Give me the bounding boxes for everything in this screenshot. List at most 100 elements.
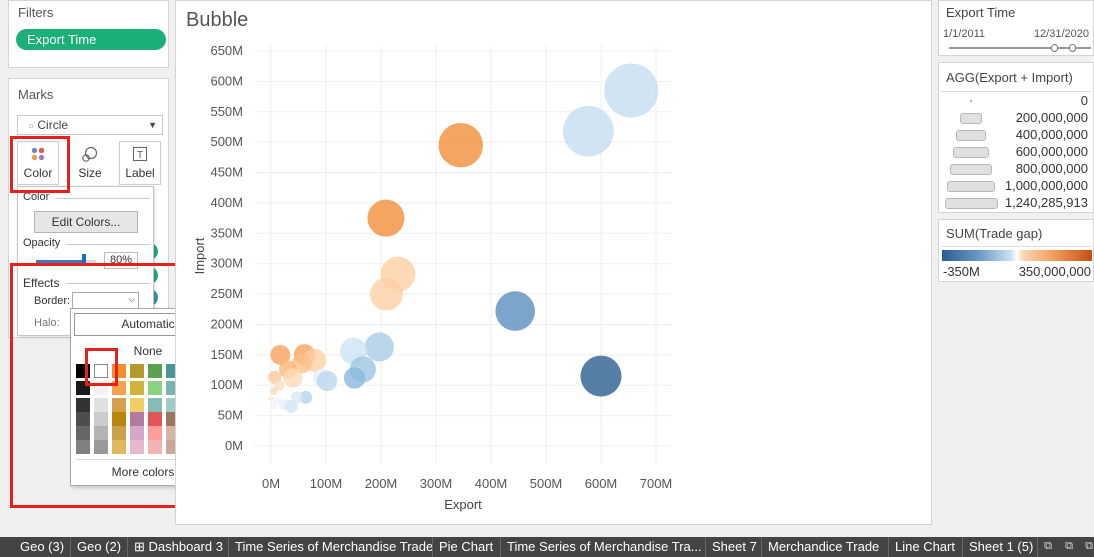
color-swatch[interactable]	[76, 364, 90, 378]
bubble-mark[interactable]	[495, 291, 535, 331]
color-swatch[interactable]	[148, 412, 162, 426]
color-swatch[interactable]	[148, 364, 162, 378]
sheet-tab[interactable]: Merchandice Trade	[762, 537, 889, 557]
border-label: Border:	[34, 295, 71, 307]
mark-type-select[interactable]: ○ Circle ▼	[17, 115, 163, 135]
color-swatch[interactable]	[130, 364, 144, 378]
size-legend-item: 600,000,000	[939, 144, 1094, 161]
color-swatch[interactable]	[94, 381, 108, 395]
divider	[66, 244, 150, 245]
color-swatch[interactable]	[76, 381, 90, 395]
bubble-mark[interactable]	[367, 199, 405, 237]
bubble-mark[interactable]	[283, 368, 303, 388]
border-color-select[interactable]: ⌵	[72, 292, 139, 309]
export-time-filter: Export Time 1/1/2011 12/31/2020	[938, 0, 1094, 56]
size-swatch	[955, 130, 987, 141]
color-swatch[interactable]	[130, 440, 144, 454]
size-swatch	[947, 181, 995, 192]
edit-colors-button[interactable]: Edit Colors...	[34, 211, 138, 233]
opacity-slider-thumb[interactable]	[82, 254, 86, 263]
range-handle-left[interactable]	[1051, 44, 1058, 52]
color-swatch[interactable]	[148, 398, 162, 412]
color-swatch[interactable]	[94, 440, 108, 454]
color-swatch[interactable]	[76, 426, 90, 440]
color-swatch[interactable]	[94, 412, 108, 426]
sheet-tab[interactable]: Time Series of Merchandise Trade	[229, 537, 433, 557]
sheet-tab[interactable]: Time Series of Merchandise Tra...	[501, 537, 706, 557]
color-swatch[interactable]	[112, 381, 126, 395]
sheet-tab[interactable]: Geo (3)	[14, 537, 71, 557]
color-swatch[interactable]	[130, 412, 144, 426]
opacity-heading: Opacity	[23, 237, 61, 249]
sheet-tab-label: Geo (3)	[20, 539, 65, 554]
color-swatch[interactable]	[112, 426, 126, 440]
new-dashboard-icon[interactable]: ⧉	[1065, 540, 1073, 552]
new-worksheet-icon[interactable]: ⧉	[1044, 540, 1052, 552]
bubble-mark[interactable]	[343, 367, 366, 389]
bubble-mark[interactable]	[284, 399, 298, 414]
color-swatch[interactable]	[76, 440, 90, 454]
color-swatch[interactable]	[130, 426, 144, 440]
bubble-mark[interactable]	[290, 391, 303, 404]
bubble-mark[interactable]	[270, 402, 278, 410]
bubble-mark[interactable]	[580, 355, 622, 397]
size-swatch	[949, 164, 993, 175]
export-time-start[interactable]: 1/1/2011	[943, 28, 986, 40]
color-swatch[interactable]	[130, 381, 144, 395]
color-swatch[interactable]	[112, 364, 126, 378]
filter-pill-export-time[interactable]: Export Time	[16, 29, 166, 50]
bubble-mark[interactable]	[268, 395, 274, 402]
sheet-tab[interactable]: Line Chart	[889, 537, 963, 557]
opacity-slider[interactable]	[36, 254, 96, 263]
halo-label: Halo:	[34, 317, 60, 329]
bubble-mark[interactable]	[438, 122, 483, 168]
color-swatch[interactable]	[94, 426, 108, 440]
color-swatch[interactable]	[112, 412, 126, 426]
size-icon	[70, 142, 110, 166]
diverging-color-ramp[interactable]	[942, 250, 1092, 261]
color-swatch[interactable]	[112, 440, 126, 454]
color-swatch[interactable]	[148, 381, 162, 395]
bubble-mark[interactable]	[272, 396, 281, 405]
label-button[interactable]: T Label	[119, 141, 161, 185]
color-swatch[interactable]	[76, 398, 90, 412]
sheet-tab-label: Pie Chart	[439, 539, 494, 554]
bubble-mark[interactable]	[370, 277, 403, 311]
new-story-icon[interactable]: ⧉	[1085, 540, 1093, 552]
effects-heading: Effects	[23, 276, 60, 290]
y-tick-label: 500M	[210, 134, 243, 149]
bubble-mark[interactable]	[604, 63, 659, 118]
color-swatch[interactable]	[130, 398, 144, 412]
bubble-mark[interactable]	[364, 332, 394, 362]
more-colors-option[interactable]: More colors...	[111, 465, 185, 479]
bubble-mark[interactable]	[270, 344, 291, 365]
color-swatch[interactable]	[148, 426, 162, 440]
opacity-value-input[interactable]: 80%	[104, 252, 138, 269]
sheet-tab[interactable]: Sheet 7	[706, 537, 762, 557]
sheet-tab[interactable]: ⊞ Dashboard 3	[128, 537, 229, 557]
export-time-end[interactable]: 12/31/2020	[1033, 28, 1089, 40]
size-button[interactable]: Size	[69, 141, 111, 185]
bubble-mark[interactable]	[273, 379, 285, 391]
bubble-mark[interactable]	[316, 370, 338, 392]
bubble-mark[interactable]	[562, 105, 614, 157]
range-handle-right[interactable]	[1069, 44, 1076, 52]
sheet-tab[interactable]: Sheet 1 (5)	[963, 537, 1038, 557]
text-label-icon: T	[120, 142, 160, 166]
color-swatch[interactable]	[148, 440, 162, 454]
color-swatch[interactable]	[94, 398, 108, 412]
color-swatch[interactable]	[76, 412, 90, 426]
bubble-mark[interactable]	[269, 387, 278, 396]
sheet-tab[interactable]: Pie Chart	[433, 537, 501, 557]
mark-type-value: Circle	[37, 118, 69, 132]
sheet-tab[interactable]: Geo (2)	[71, 537, 128, 557]
color-swatch[interactable]	[94, 364, 108, 378]
none-option[interactable]: None	[133, 344, 163, 358]
x-axis-label: Export	[444, 497, 482, 512]
color-swatch[interactable]	[112, 398, 126, 412]
date-range-slider[interactable]	[949, 47, 1091, 49]
color-button[interactable]: Color	[17, 141, 59, 185]
size-swatch	[970, 100, 972, 102]
bubble-mark[interactable]	[299, 390, 313, 404]
x-tick-label: 100M	[310, 476, 343, 491]
